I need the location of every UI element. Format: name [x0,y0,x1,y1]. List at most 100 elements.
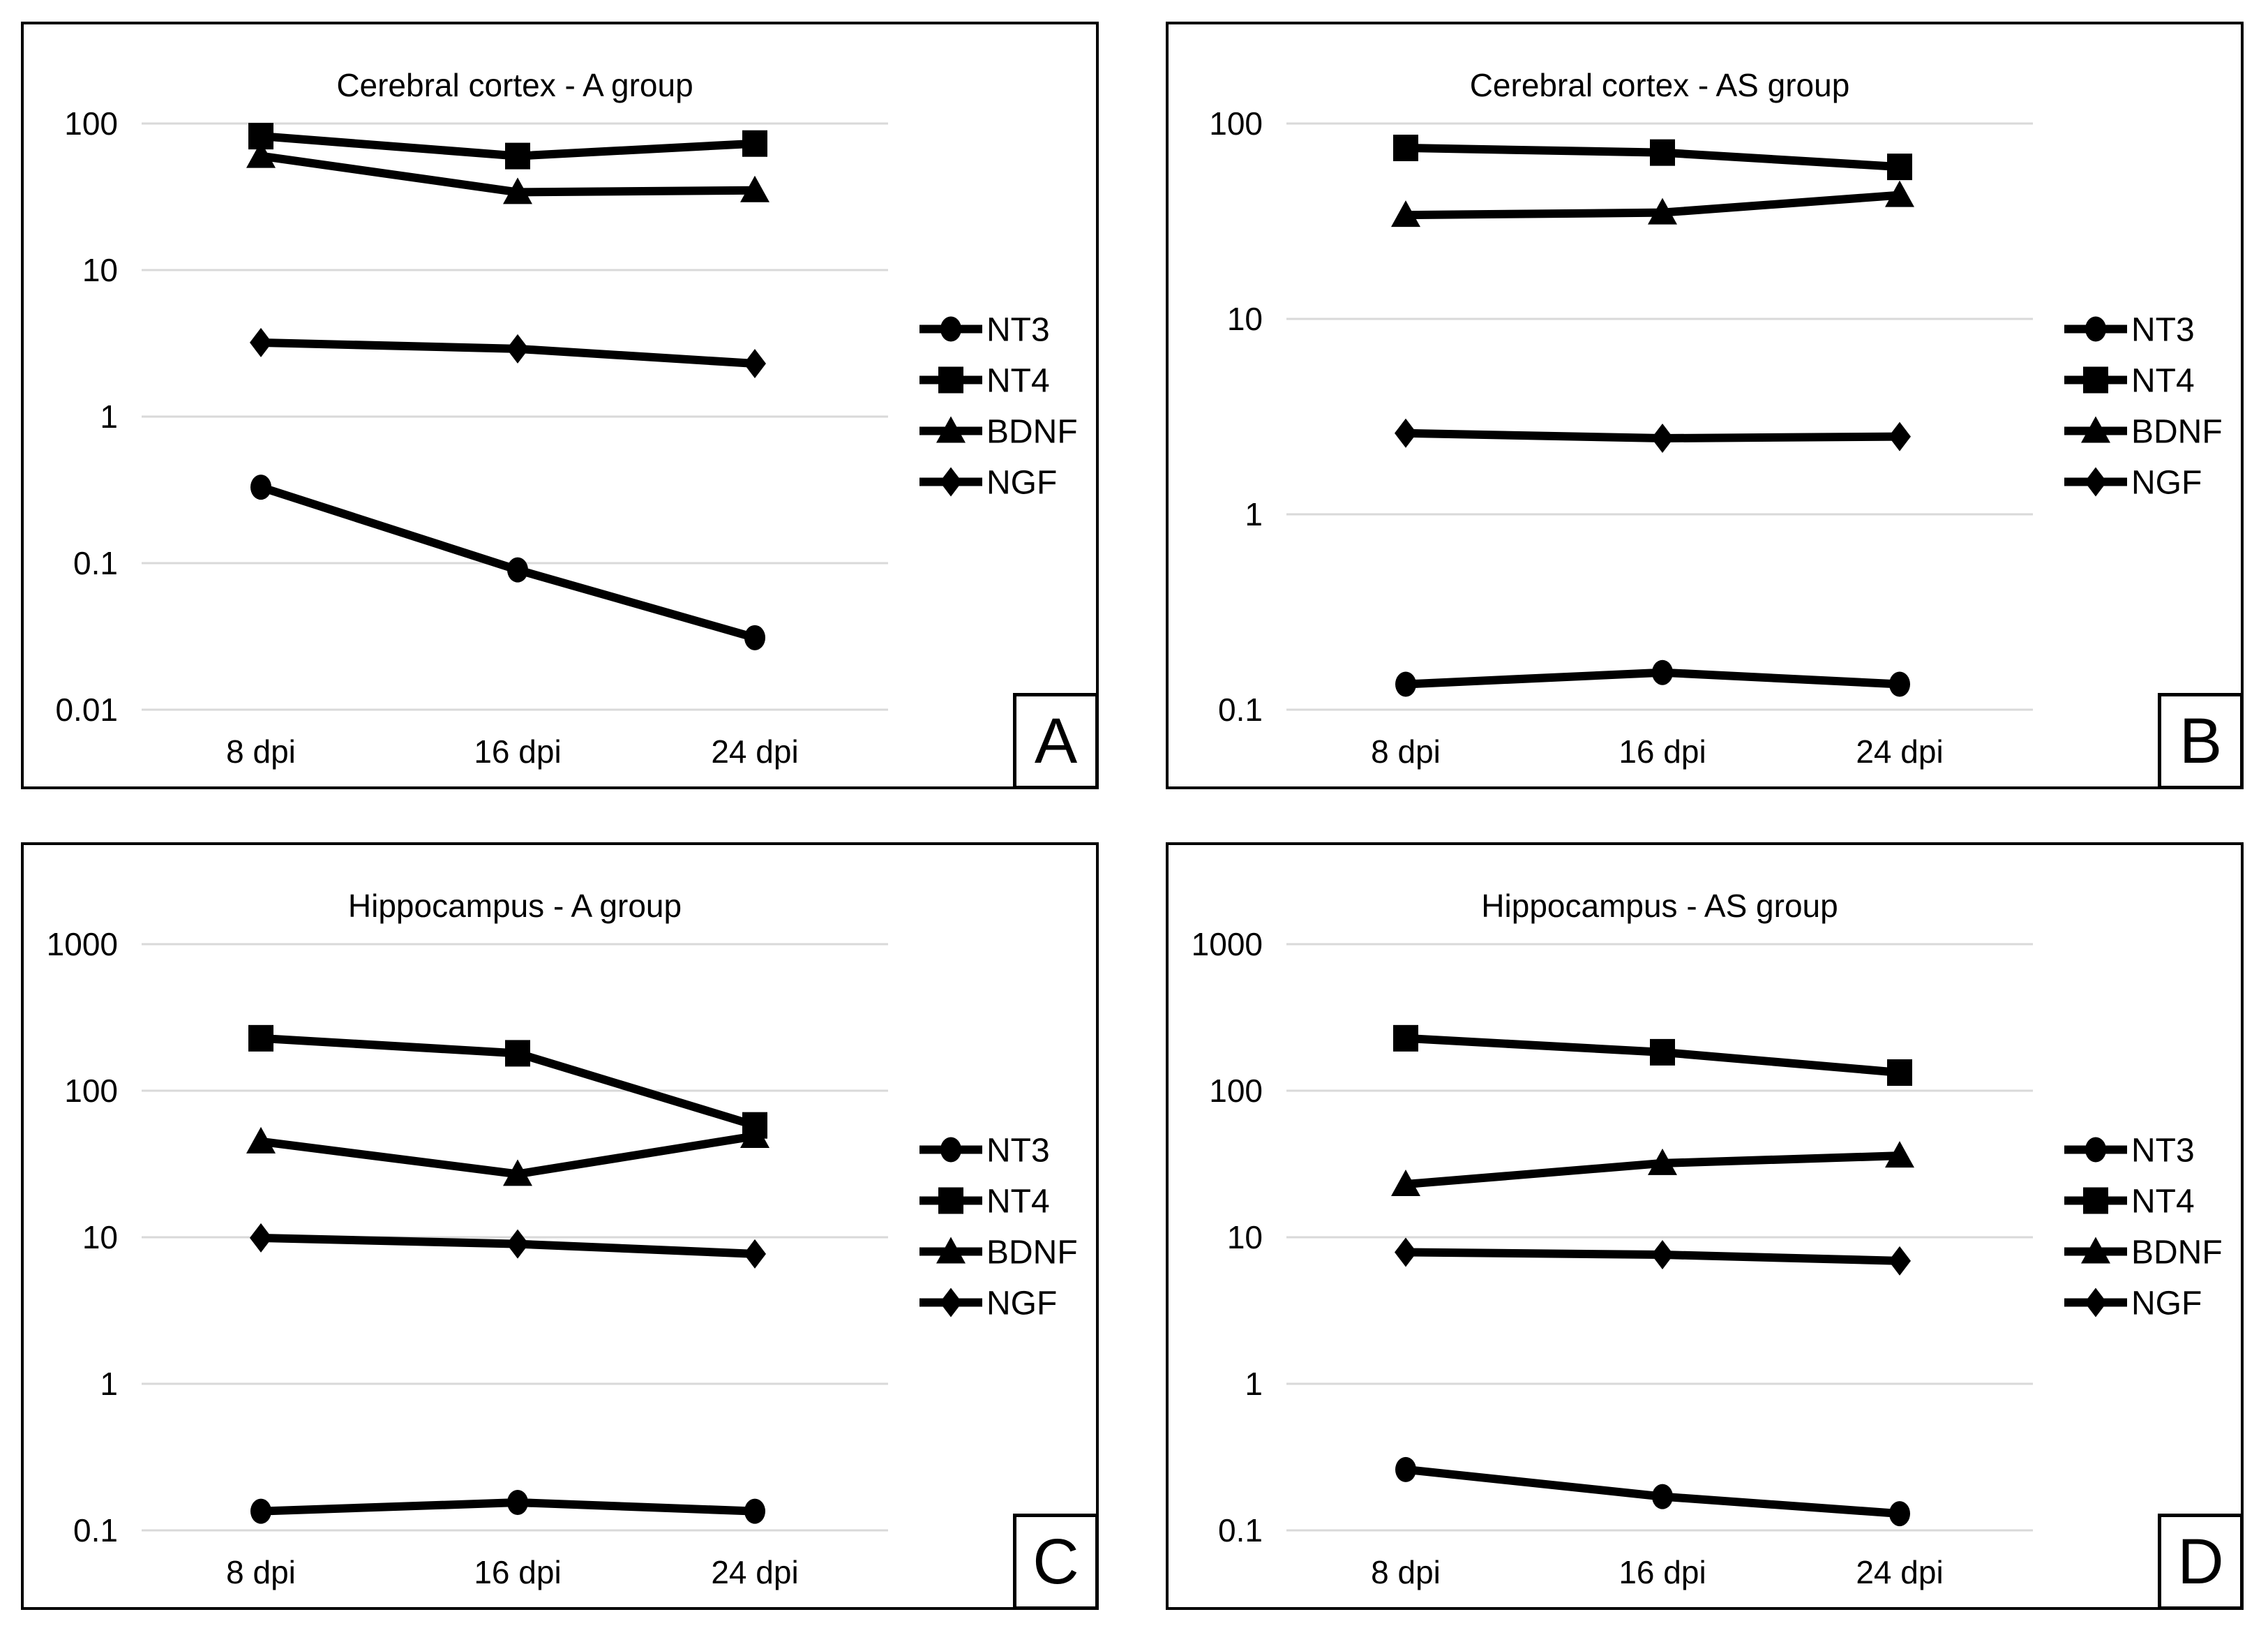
panel-cerebral-cortex-a-group: Cerebral cortex - A group 100 10 1 0.1 0.01 8… [21,22,1099,789]
x-axis-tick-label: 8 dpi [1371,1554,1441,1590]
NT4-legend-square-marker [938,1187,963,1214]
y-axis-tick-label: 0.1 [73,545,118,581]
legend-label: NT4 [2131,1184,2195,1221]
NT3-circle-marker [744,1498,765,1524]
legend-label: BDNF [986,1234,1078,1271]
BDNF-legend-triangle-marker [936,416,966,443]
NGF-diamond-marker [250,327,272,357]
BDNF-triangle-marker [740,1121,769,1149]
chart-canvas: 1000 100 10 1 0.1 8 dpi 16 dpi 24 dpi NT3 NT4 BDNF… [1169,845,2241,1607]
BDNF-triangle-marker [1391,1170,1420,1197]
NT4-square-marker [505,1040,530,1067]
chart-title: Cerebral cortex - A group [336,67,693,103]
x-axis-tick-label: 16 dpi [474,733,561,770]
x-axis-tick-label: 8 dpi [226,733,296,770]
BDNF-triangle-marker [1885,180,1914,207]
NT4-square-marker [248,1024,273,1052]
NGF-diamond-marker [1651,424,1674,454]
y-axis-tick-label: 0.1 [1218,692,1263,728]
NGF-diamond-marker [1888,421,1911,451]
NT3-circle-marker [507,1490,528,1516]
chart-canvas: 100 10 1 0.1 8 dpi 16 dpi 24 dpi NT3 NT4 BDNF NGF [1169,24,2241,786]
NT3-circle-marker [1652,1484,1673,1509]
panel-hippocampus-a-group: Hippocampus - A group 1000 100 10 1 0.1 8 dpi… [21,842,1099,1610]
y-axis-tick-label: 100 [64,1073,118,1109]
NGF-diamond-marker [250,1223,272,1253]
NT3-circle-marker [507,557,528,583]
panel-letter-badge: B [2158,693,2244,789]
y-axis-tick-label: 1000 [1192,926,1263,962]
x-axis-tick-label: 16 dpi [474,1554,561,1590]
NT4-square-marker [505,142,530,170]
chart-title: Hippocampus - AS group [1481,888,1838,924]
BDNF-triangle-marker [246,1126,276,1154]
NT3-circle-marker [1889,671,1910,697]
NGF-diamond-marker [1651,1240,1674,1270]
NGF-series-line [260,338,756,368]
legend-label: NT3 [986,1133,1050,1170]
y-axis-tick-label: 10 [1227,1219,1263,1255]
y-axis-tick-label: 100 [1209,1073,1263,1109]
y-axis-tick-label: 1 [1245,1366,1263,1402]
x-axis-tick-label: 24 dpi [711,733,798,770]
chart-svg: 1000 100 10 1 0.1 8 dpi 16 dpi 24 dpi NT3 NT4 BDNF… [47,926,1078,1590]
legend-label: NT3 [986,312,1050,349]
x-axis-tick-label: 24 dpi [711,1554,798,1590]
y-axis-tick-label: 1 [1245,496,1263,532]
x-axis-tick-label: 24 dpi [1856,1554,1943,1590]
NGF-diamond-marker [506,1229,529,1259]
NGF-diamond-marker [1888,1246,1911,1276]
x-axis-tick-label: 8 dpi [1371,733,1441,770]
x-axis-tick-label: 8 dpi [226,1554,296,1590]
x-axis-tick-label: 16 dpi [1619,733,1706,770]
y-axis-tick-label: 0.1 [73,1512,118,1548]
BDNF-legend-triangle-marker [2081,1237,2110,1264]
y-axis-tick-label: 10 [1227,301,1263,337]
legend-label: NT3 [2131,1133,2195,1170]
NT4-legend-square-marker [2083,1187,2108,1214]
NGF-diamond-marker [1395,418,1417,448]
NT3-legend-circle-marker [940,316,961,342]
BDNF-triangle-marker [246,141,276,168]
NGF-legend-diamond-marker [2085,467,2107,497]
NT4-legend-square-marker [938,366,963,394]
NT4-square-marker [1393,134,1418,161]
legend-label: NGF [2131,1285,2202,1322]
panel-letter-badge: D [2158,1514,2244,1610]
NT3-series-line [1405,1465,1900,1518]
y-axis-tick-label: 100 [64,105,118,142]
x-axis-tick-label: 24 dpi [1856,733,1943,770]
BDNF-triangle-marker [740,175,769,202]
chart-canvas: 1000 100 10 1 0.1 8 dpi 16 dpi 24 dpi NT3 NT4 BDNF… [24,845,1096,1607]
NT4-square-marker [1393,1024,1418,1052]
BDNF-triangle-marker [1648,197,1677,225]
chart-title: Hippocampus - A group [347,888,682,924]
NT4-square-marker [1650,1038,1675,1066]
y-axis-tick-label: 0.1 [1218,1512,1263,1548]
NT3-circle-marker [250,475,271,500]
BDNF-triangle-marker [1885,1141,1914,1168]
NGF-series-line [260,1233,756,1258]
NGF-legend-diamond-marker [940,1288,962,1318]
NT3-circle-marker [744,625,765,650]
NGF-diamond-marker [744,1239,766,1269]
legend-label: NGF [2131,465,2202,502]
NT3-circle-marker [1889,1501,1910,1527]
legend-label: NGF [986,465,1057,502]
NT3-legend-circle-marker [940,1137,961,1163]
y-axis-tick-label: 10 [82,1219,118,1255]
chart-canvas: 100 10 1 0.1 0.01 8 dpi 16 dpi 24 dpi NT3 NT4 BDNF… [24,24,1096,786]
panel-letter-badge: A [1013,693,1099,789]
NT3-circle-marker [1652,659,1673,685]
chart-svg: 100 10 1 0.1 0.01 8 dpi 16 dpi 24 dpi NT3 NT4 BDNF… [55,105,1077,770]
legend-label: NGF [986,1285,1057,1322]
NT4-square-marker [1887,1059,1912,1086]
y-axis-tick-label: 1 [100,1366,118,1402]
NGF-diamond-marker [506,334,529,364]
NT4-square-marker [1887,154,1912,181]
NT3-legend-circle-marker [2085,316,2106,342]
NT3-legend-circle-marker [2085,1137,2106,1163]
BDNF-triangle-marker [503,177,532,204]
BDNF-legend-triangle-marker [2081,416,2110,443]
